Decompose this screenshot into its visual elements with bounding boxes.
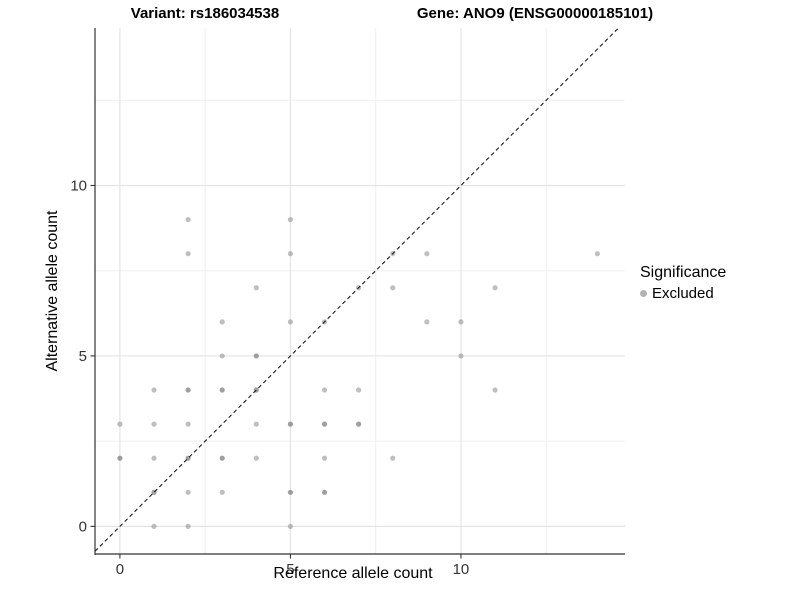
- data-point: [424, 251, 430, 257]
- data-point: [253, 285, 259, 291]
- data-point: [151, 387, 157, 393]
- data-point: [219, 489, 225, 495]
- data-point: [219, 353, 225, 359]
- identity-dashed-line: [94, 27, 619, 552]
- data-point: [321, 421, 328, 427]
- plot-title-variant: Variant: rs186034538: [130, 5, 280, 22]
- y-tick-label: 0: [79, 518, 87, 535]
- data-point: [151, 523, 157, 529]
- data-point: [492, 387, 498, 393]
- x-tick-label: 5: [286, 561, 294, 578]
- data-point: [185, 523, 191, 529]
- data-point: [253, 421, 259, 427]
- legend-point-icon: [640, 290, 647, 297]
- y-tick-label: 5: [79, 348, 87, 365]
- data-point: [253, 455, 259, 461]
- data-point: [287, 489, 294, 495]
- data-point: [390, 285, 396, 291]
- y-tick-label: 10: [70, 177, 87, 194]
- data-point: [356, 421, 362, 427]
- y-axis-title: Alternative allele count: [44, 210, 61, 372]
- data-point: [185, 216, 191, 223]
- legend: Significance Excluded: [636, 264, 726, 302]
- data-point: [117, 455, 123, 461]
- x-axis-title: Reference allele count: [273, 565, 433, 582]
- legend-item-label: Excluded: [652, 285, 714, 302]
- data-point: [287, 421, 294, 427]
- data-point: [185, 387, 191, 393]
- x-tick-label: 0: [116, 561, 124, 578]
- data-point: [492, 285, 498, 291]
- data-point: [287, 251, 294, 257]
- data-point: [321, 455, 328, 461]
- data-point: [321, 489, 328, 495]
- data-point: [219, 319, 225, 325]
- data-point: [594, 251, 600, 257]
- data-point: [219, 455, 225, 461]
- data-point: [185, 489, 191, 495]
- data-point: [185, 421, 191, 427]
- data-point: [287, 523, 294, 529]
- plot-title-gene: Gene: ANO9 (ENSG00000185101): [416, 5, 654, 22]
- legend-title: Significance: [640, 264, 727, 281]
- data-point: [458, 319, 464, 325]
- legend-item-excluded: Excluded: [640, 285, 726, 302]
- data-point: [219, 387, 225, 393]
- data-point: [253, 353, 259, 359]
- data-point: [287, 319, 294, 325]
- data-point: [321, 387, 328, 393]
- data-point: [151, 421, 157, 427]
- data-point: [151, 455, 157, 461]
- data-point: [117, 421, 123, 427]
- data-point: [287, 216, 294, 223]
- data-point: [424, 319, 430, 325]
- x-tick-label: 10: [453, 561, 470, 578]
- data-point: [356, 387, 362, 393]
- data-point: [185, 251, 191, 257]
- data-point: [390, 455, 396, 461]
- data-point: [458, 353, 464, 359]
